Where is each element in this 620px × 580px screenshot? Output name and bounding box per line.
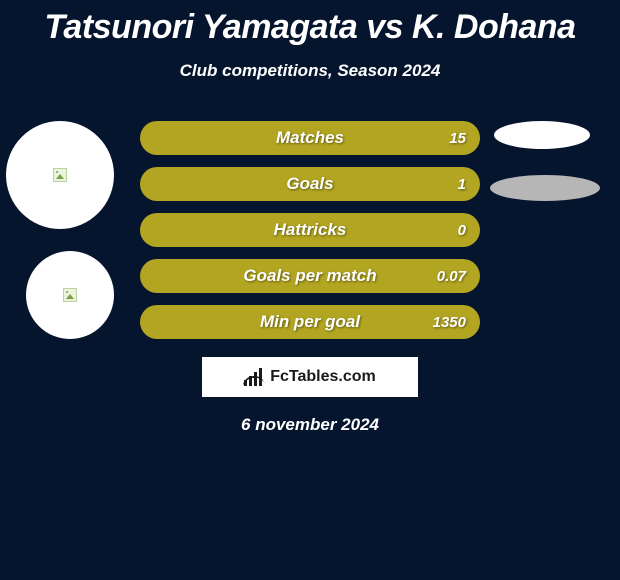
- stat-label: Matches: [276, 128, 344, 148]
- stat-row: Goals per match 0.07: [140, 259, 480, 293]
- subtitle: Club competitions, Season 2024: [0, 61, 620, 81]
- player-avatar-left: [6, 121, 114, 229]
- stat-row: Hattricks 0: [140, 213, 480, 247]
- stat-label: Hattricks: [274, 220, 347, 240]
- stat-row: Min per goal 1350: [140, 305, 480, 339]
- page-title: Tatsunori Yamagata vs K. Dohana: [0, 0, 620, 47]
- stat-bar: Goals 1: [140, 167, 480, 201]
- broken-image-icon: [63, 288, 77, 302]
- fctables-logo-icon: [244, 368, 264, 386]
- stat-row: Goals 1: [140, 167, 480, 201]
- stat-bar: Matches 15: [140, 121, 480, 155]
- stat-bar: Min per goal 1350: [140, 305, 480, 339]
- stat-row: Matches 15: [140, 121, 480, 155]
- stat-bar: Goals per match 0.07: [140, 259, 480, 293]
- stat-label: Goals: [286, 174, 333, 194]
- content-area: Matches 15 Goals 1 Hattricks 0 Goals per match…: [0, 121, 620, 339]
- stat-value: 15: [449, 130, 466, 147]
- comparison-pill: [490, 175, 600, 201]
- brand-logo-text: FcTables.com: [270, 368, 376, 386]
- stat-label: Min per goal: [260, 312, 360, 332]
- stat-value: 1: [458, 176, 466, 193]
- stat-value: 1350: [433, 314, 466, 331]
- broken-image-icon: [53, 168, 67, 182]
- footer-date: 6 november 2024: [0, 415, 620, 435]
- stat-bar: Hattricks 0: [140, 213, 480, 247]
- stat-value: 0: [458, 222, 466, 239]
- stat-rows: Matches 15 Goals 1 Hattricks 0 Goals per match…: [140, 121, 480, 339]
- stat-value: 0.07: [437, 268, 466, 285]
- comparison-pill: [494, 121, 590, 149]
- brand-logo: FcTables.com: [202, 357, 418, 397]
- stat-label: Goals per match: [243, 266, 376, 286]
- player-avatar-right: [26, 251, 114, 339]
